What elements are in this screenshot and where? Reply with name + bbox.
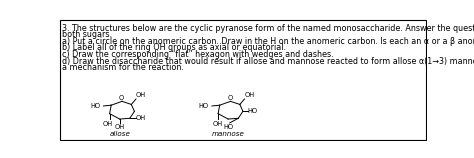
Text: OH: OH: [103, 121, 113, 127]
Text: O: O: [227, 95, 232, 101]
Text: OH: OH: [136, 115, 146, 121]
Text: HO: HO: [247, 108, 258, 114]
Text: O: O: [118, 95, 124, 101]
Text: c) Draw the corresponding “flat” hexagon with wedges and dashes.: c) Draw the corresponding “flat” hexagon…: [63, 50, 334, 59]
Text: mannose: mannose: [212, 131, 245, 137]
Text: a mechanism for the reaction.: a mechanism for the reaction.: [63, 63, 184, 72]
Text: HO: HO: [223, 125, 233, 131]
Text: HO: HO: [90, 103, 100, 109]
Text: OH: OH: [136, 92, 146, 98]
Text: d) Draw the disaccharide that would result if allose and mannose reacted to form: d) Draw the disaccharide that would resu…: [63, 57, 474, 66]
Text: a) Put a circle on the anomeric carbon. Draw in the H on the anomeric carbon. Is: a) Put a circle on the anomeric carbon. …: [63, 37, 474, 46]
Text: allose: allose: [109, 131, 130, 137]
Text: both sugars.: both sugars.: [63, 30, 112, 39]
Text: 3. The structures below are the cyclic pyranose form of the named monosaccharide: 3. The structures below are the cyclic p…: [63, 24, 474, 33]
Text: OH: OH: [115, 125, 125, 131]
Text: b) Label all of the ring OH groups as axial or equatorial.: b) Label all of the ring OH groups as ax…: [63, 43, 286, 52]
Text: OH: OH: [245, 92, 255, 98]
Text: HO: HO: [199, 103, 209, 109]
Text: OH: OH: [213, 121, 223, 127]
